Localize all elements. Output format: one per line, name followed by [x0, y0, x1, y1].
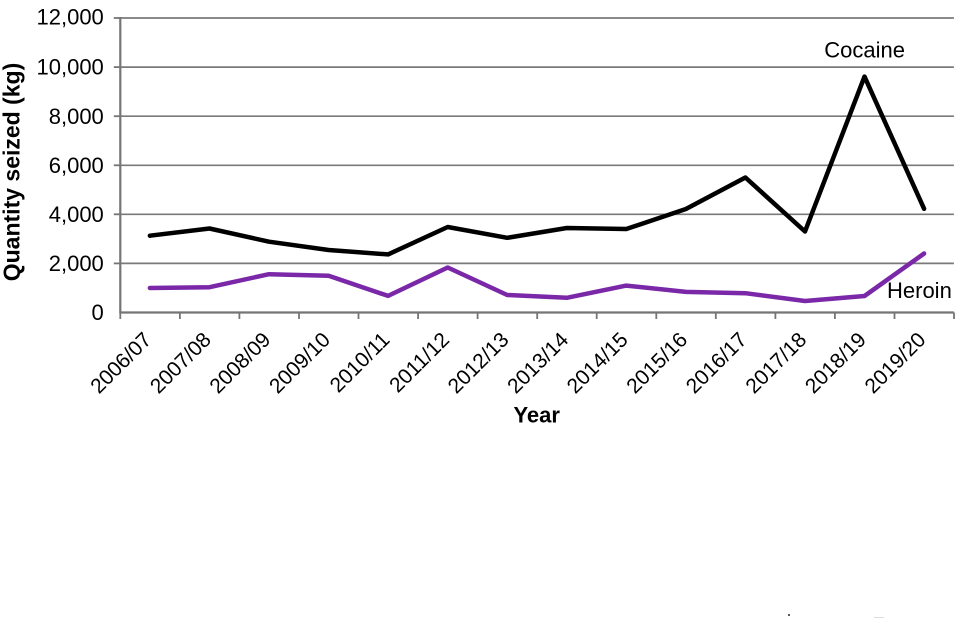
svg-text:12,000: 12,000 — [37, 4, 104, 29]
svg-text:10,000: 10,000 — [37, 55, 104, 80]
svg-text:Heroin: Heroin — [887, 278, 952, 303]
svg-text:2,000: 2,000 — [49, 251, 104, 276]
svg-text:Year: Year — [513, 403, 560, 428]
svg-text:Cocaine: Cocaine — [824, 38, 905, 63]
svg-text:Quantity seized (kg): Quantity seized (kg) — [0, 63, 25, 282]
svg-text:4,000: 4,000 — [49, 202, 104, 227]
svg-text:6,000: 6,000 — [49, 153, 104, 178]
svg-text:0: 0 — [92, 300, 104, 325]
svg-text:8,000: 8,000 — [49, 104, 104, 129]
